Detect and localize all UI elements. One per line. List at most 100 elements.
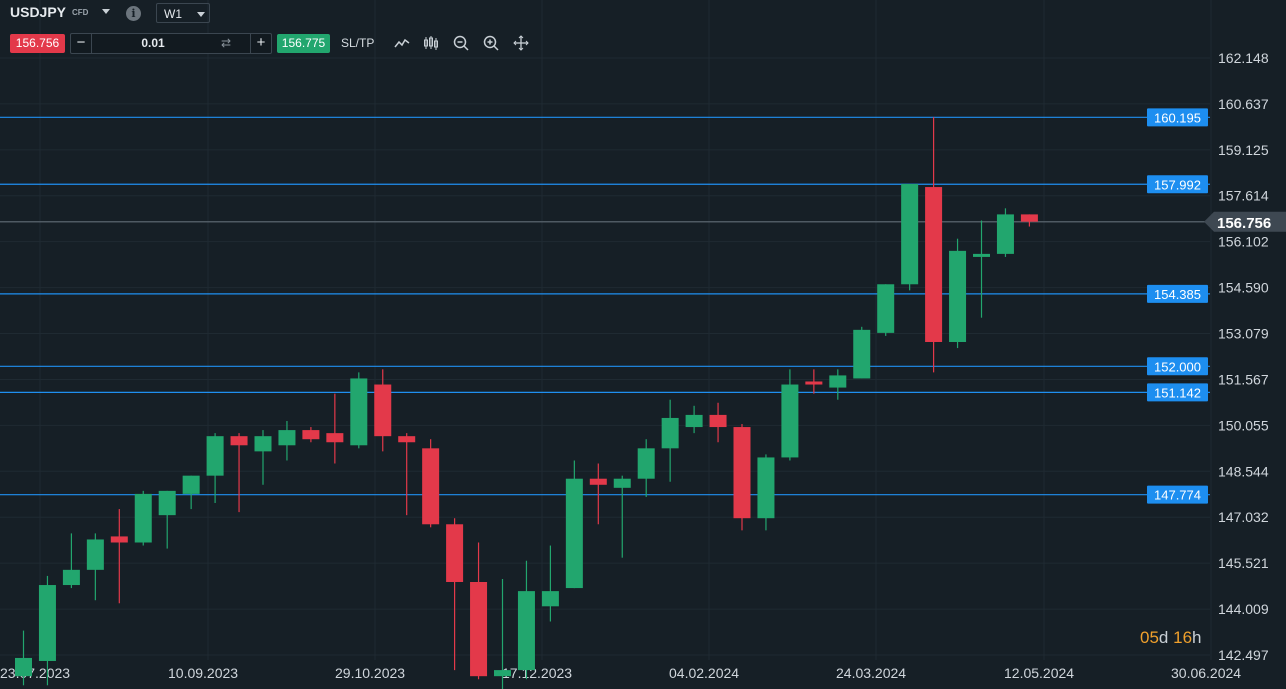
y-axis-tick-label: 145.521 <box>1218 555 1269 571</box>
candle-bullish[interactable] <box>15 657 32 677</box>
x-axis-tick-label: 30.06.2024 <box>1171 665 1241 681</box>
candle-bullish[interactable] <box>541 591 559 607</box>
candle-bullish[interactable] <box>86 539 104 570</box>
candle-bearish[interactable] <box>1020 214 1038 222</box>
candle-bullish[interactable] <box>781 384 799 458</box>
level-price-label: 152.000 <box>1154 359 1201 374</box>
zoom-out-icon[interactable] <box>452 34 470 52</box>
swap-icon[interactable]: ⇄ <box>221 36 232 50</box>
y-axis-tick-label: 147.032 <box>1218 509 1269 525</box>
current-price-label: 156.756 <box>1217 215 1271 232</box>
y-axis-tick-label: 148.544 <box>1218 463 1269 479</box>
candle-bullish[interactable] <box>38 585 56 661</box>
candle-bearish[interactable] <box>446 524 464 582</box>
candle-bullish[interactable] <box>973 253 990 257</box>
candle-bullish[interactable] <box>494 670 511 677</box>
x-axis-tick-label: 12.05.2024 <box>1004 665 1074 681</box>
x-axis-tick-label: 04.02.2024 <box>669 665 739 681</box>
candlestick-icon[interactable] <box>422 34 440 52</box>
candle-bullish[interactable] <box>685 414 703 428</box>
level-price-tag[interactable] <box>1147 485 1208 504</box>
increase-quantity-button[interactable]: + <box>250 34 271 53</box>
candle-bullish[interactable] <box>637 448 655 479</box>
timeframe-select[interactable]: W1 <box>156 3 210 23</box>
level-price-label: 160.195 <box>1154 110 1201 125</box>
candle-bearish[interactable] <box>733 427 751 519</box>
y-axis-tick-label: 162.148 <box>1218 50 1269 66</box>
candle-bullish[interactable] <box>829 375 847 388</box>
countdown-days-unit: d <box>1158 628 1169 647</box>
y-axis-tick-label: 160.637 <box>1218 96 1269 112</box>
candle-bullish[interactable] <box>901 184 919 285</box>
level-price-tag[interactable] <box>1147 284 1208 303</box>
candle-bullish[interactable] <box>853 329 871 379</box>
countdown-hours: 16 <box>1173 628 1193 647</box>
y-axis-tick-label: 153.079 <box>1218 326 1269 342</box>
buy-price-button[interactable]: 156.775 <box>277 34 330 53</box>
candle-bearish[interactable] <box>110 536 128 543</box>
x-axis-tick-label: 29.10.2023 <box>335 665 405 681</box>
countdown-days: 05 <box>1140 628 1159 647</box>
level-price-label: 147.774 <box>1154 488 1201 503</box>
y-axis-tick-label: 142.497 <box>1218 647 1269 663</box>
candle-bullish[interactable] <box>517 591 535 671</box>
candle-bullish[interactable] <box>350 378 368 446</box>
candle-bullish[interactable] <box>565 478 583 589</box>
x-axis-tick-label: 24.03.2024 <box>836 665 906 681</box>
decrease-quantity-button[interactable]: − <box>71 34 92 53</box>
candle-bullish[interactable] <box>877 284 895 333</box>
quantity-stepper[interactable]: − 0.01 ⇄ + <box>70 33 272 54</box>
candle-bearish[interactable] <box>925 187 943 342</box>
y-axis-tick-label: 154.590 <box>1218 280 1269 296</box>
move-icon[interactable] <box>512 34 530 52</box>
candle-bearish[interactable] <box>374 384 392 437</box>
level-price-tag[interactable] <box>1147 108 1208 127</box>
y-axis-tick-label: 156.102 <box>1218 234 1269 250</box>
x-axis-tick-label: 17.12.2023 <box>502 665 572 681</box>
candle-bearish[interactable] <box>302 430 320 440</box>
chart-header: USDJPY CFD i W1 <box>0 0 1200 28</box>
timeframe-value: W1 <box>164 7 182 21</box>
candle-bullish[interactable] <box>62 569 80 586</box>
info-icon[interactable]: i <box>126 6 141 21</box>
line-chart-icon[interactable] <box>393 34 411 52</box>
zoom-in-icon[interactable] <box>482 34 500 52</box>
candle-bullish[interactable] <box>158 490 176 516</box>
chevron-down-icon[interactable] <box>102 9 110 14</box>
candle-bullish[interactable] <box>757 457 775 519</box>
y-axis-tick-label: 159.125 <box>1218 142 1269 158</box>
quantity-input[interactable]: 0.01 <box>141 36 165 50</box>
candle-bullish[interactable] <box>613 478 631 488</box>
candle-bullish[interactable] <box>278 430 296 446</box>
x-axis-tick-label: 23.07.2023 <box>0 665 70 681</box>
sltp-button[interactable]: SL/TP <box>341 36 375 50</box>
current-price-tag <box>1204 211 1286 232</box>
y-axis-tick-label: 151.567 <box>1218 371 1269 387</box>
symbol-type: CFD <box>72 8 89 17</box>
y-axis-tick-label: 150.055 <box>1218 417 1269 433</box>
candle-bullish[interactable] <box>996 214 1014 254</box>
candle-bearish[interactable] <box>326 433 344 443</box>
candle-bearish[interactable] <box>470 581 488 677</box>
candle-bearish[interactable] <box>422 448 440 525</box>
level-price-label: 157.992 <box>1154 177 1201 192</box>
candle-bearish[interactable] <box>398 436 416 443</box>
symbol-name[interactable]: USDJPY <box>10 4 67 20</box>
candle-bearish[interactable] <box>709 414 727 428</box>
candle-bearish[interactable] <box>805 381 823 385</box>
level-price-tag[interactable] <box>1147 357 1208 376</box>
candle-bullish[interactable] <box>206 436 224 476</box>
candle-bullish[interactable] <box>254 436 272 452</box>
candle-countdown: 05d 16h <box>1140 628 1202 648</box>
candle-bullish[interactable] <box>182 475 200 494</box>
candle-bearish[interactable] <box>589 478 607 485</box>
level-price-tag[interactable] <box>1147 175 1208 194</box>
sell-price-button[interactable]: 156.756 <box>10 34 65 53</box>
candle-bullish[interactable] <box>134 493 152 543</box>
candle-bearish[interactable] <box>230 436 248 446</box>
candle-bullish[interactable] <box>661 417 679 449</box>
candle-bullish[interactable] <box>949 250 967 342</box>
level-price-tag[interactable] <box>1147 383 1208 402</box>
level-price-label: 151.142 <box>1154 385 1201 400</box>
